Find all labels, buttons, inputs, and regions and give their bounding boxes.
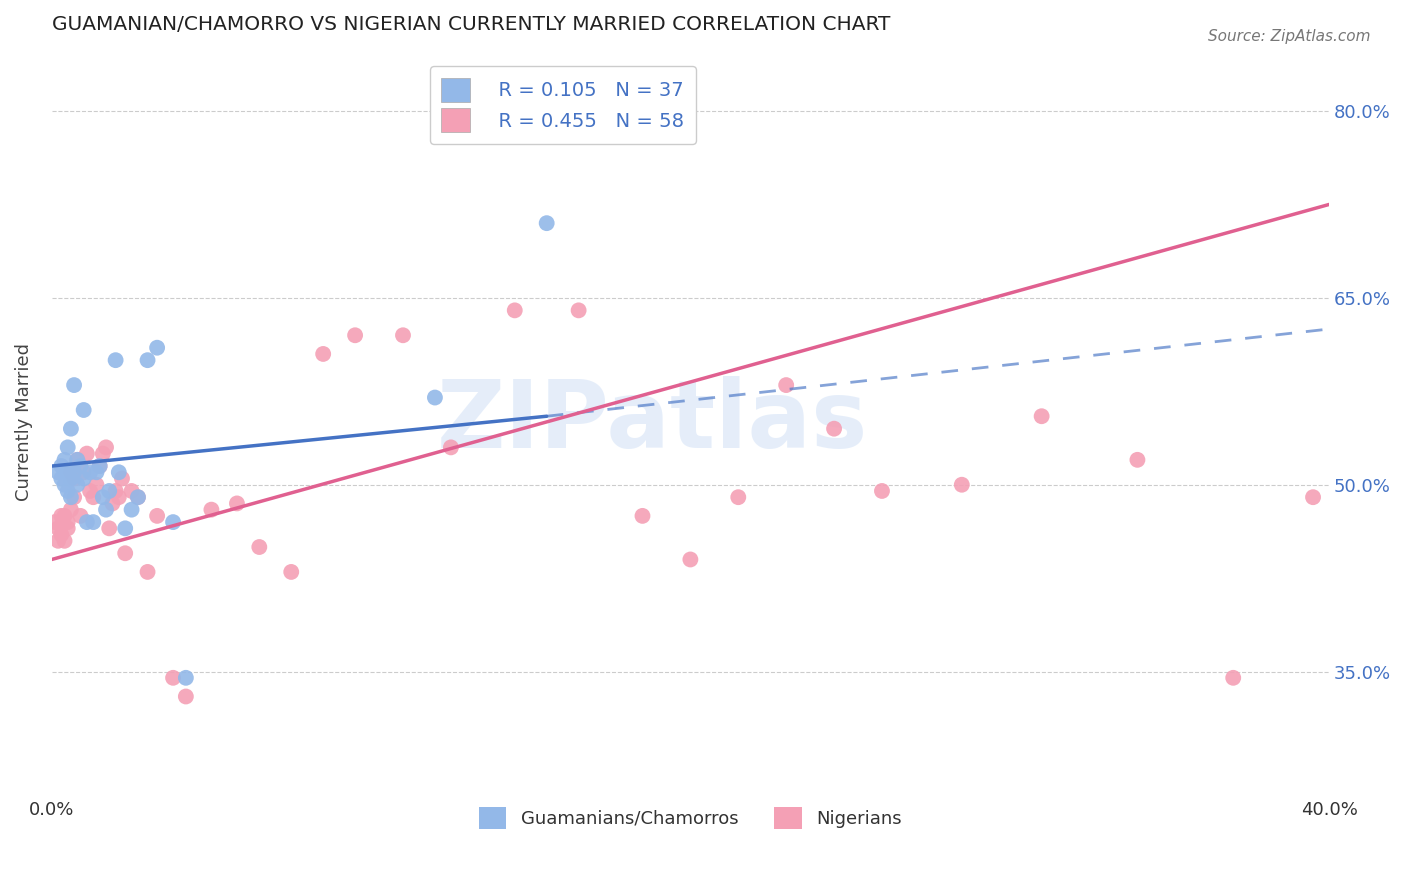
Point [46, 533, 69, 548]
Point [162, 515, 184, 529]
Point [59, 502, 82, 516]
Point [56, 465, 79, 479]
Point [1334, 103, 1357, 118]
Point [89, 458, 111, 473]
Point [53, 533, 76, 548]
Point [121, 483, 143, 498]
Point [63, 378, 86, 392]
Point [79, 465, 101, 479]
Point [56, 515, 79, 529]
Text: GUAMANIAN/CHAMORRO VS NIGERIAN CURRENTLY MARRIED CORRELATION CHART: GUAMANIAN/CHAMORRO VS NIGERIAN CURRENTLY… [52, 15, 890, 34]
Legend: Guamanians/Chamorros, Nigerians: Guamanians/Chamorros, Nigerians [472, 799, 908, 836]
Point [66, 477, 89, 491]
Point [59, 490, 82, 504]
Point [568, 303, 591, 318]
Point [82, 490, 104, 504]
Point [56, 521, 79, 535]
Point [1031, 409, 1053, 424]
Point [69, 458, 91, 473]
Point [1126, 452, 1149, 467]
Point [280, 565, 302, 579]
Point [56, 441, 79, 455]
Point [73, 465, 96, 479]
Point [51, 458, 73, 473]
Point [73, 471, 96, 485]
Point [91, 447, 114, 461]
Point [66, 452, 89, 467]
Point [89, 458, 111, 473]
Point [440, 441, 463, 455]
Point [146, 341, 169, 355]
Point [247, 540, 270, 554]
Text: Source: ZipAtlas.com: Source: ZipAtlas.com [1208, 29, 1371, 44]
Point [73, 403, 96, 417]
Point [1222, 671, 1244, 685]
Point [63, 465, 86, 479]
Point [101, 496, 124, 510]
Point [727, 490, 749, 504]
Point [59, 422, 82, 436]
Point [104, 483, 127, 498]
Point [136, 353, 159, 368]
Point [63, 490, 86, 504]
Point [76, 515, 98, 529]
Point [69, 508, 91, 523]
Point [111, 471, 134, 485]
Point [121, 502, 143, 516]
Point [423, 391, 446, 405]
Point [114, 521, 136, 535]
Point [392, 328, 415, 343]
Point [679, 552, 702, 566]
Point [823, 422, 845, 436]
Point [174, 690, 197, 704]
Point [79, 483, 101, 498]
Point [53, 452, 76, 467]
Point [107, 465, 129, 479]
Point [503, 303, 526, 318]
Point [1302, 490, 1324, 504]
Point [98, 521, 121, 535]
Point [312, 347, 335, 361]
Point [870, 483, 893, 498]
Point [127, 490, 149, 504]
Point [114, 546, 136, 560]
Point [344, 328, 367, 343]
Point [76, 447, 98, 461]
Point [104, 353, 127, 368]
Point [46, 521, 69, 535]
Point [146, 508, 169, 523]
Point [162, 671, 184, 685]
Point [86, 477, 108, 491]
Point [46, 465, 69, 479]
Point [127, 490, 149, 504]
Point [51, 508, 73, 523]
Point [107, 490, 129, 504]
Y-axis label: Currently Married: Currently Married [15, 343, 32, 501]
Point [63, 471, 86, 485]
Point [200, 502, 222, 516]
Point [91, 490, 114, 504]
Point [136, 565, 159, 579]
Point [51, 527, 73, 541]
Point [94, 502, 117, 516]
Point [86, 465, 108, 479]
Point [51, 471, 73, 485]
Point [53, 508, 76, 523]
Point [56, 483, 79, 498]
Point [53, 477, 76, 491]
Point [226, 496, 249, 510]
Point [59, 465, 82, 479]
Point [66, 452, 89, 467]
Text: ZIPatlas: ZIPatlas [436, 376, 868, 468]
Point [950, 477, 973, 491]
Point [536, 216, 558, 230]
Point [44, 515, 66, 529]
Point [82, 515, 104, 529]
Point [174, 671, 197, 685]
Point [94, 441, 117, 455]
Point [98, 483, 121, 498]
Point [775, 378, 797, 392]
Point [59, 471, 82, 485]
Point [631, 508, 654, 523]
